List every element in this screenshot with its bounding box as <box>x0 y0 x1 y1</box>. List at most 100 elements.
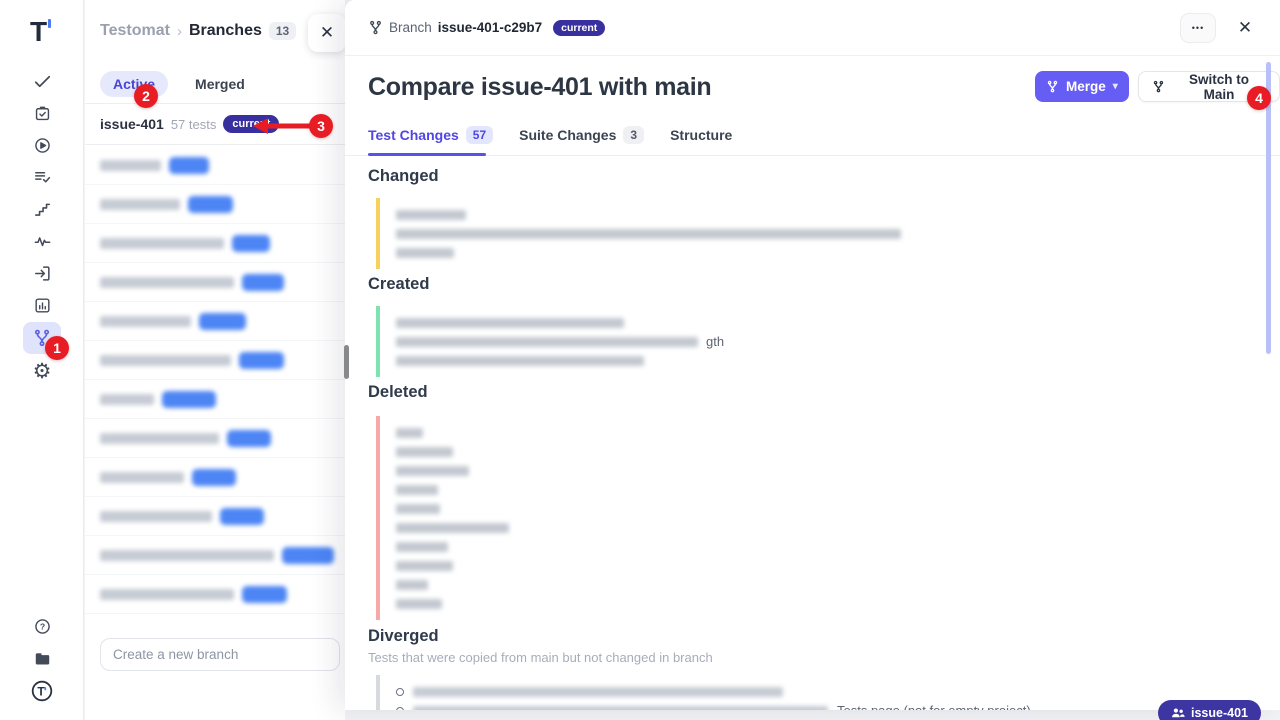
redacted-branch-name <box>100 159 161 171</box>
test-list-icon[interactable] <box>23 162 61 192</box>
branch-row-redacted[interactable] <box>85 146 345 185</box>
redacted-branch-badge <box>192 468 236 486</box>
app-logo: T <box>30 16 52 47</box>
branch-row-redacted[interactable] <box>85 263 345 302</box>
redacted-branch-badge <box>282 546 334 564</box>
tests-check-icon[interactable] <box>23 66 61 96</box>
breadcrumb-current: Branches <box>188 22 262 39</box>
runs-play-icon[interactable] <box>23 130 61 160</box>
redacted-branch-name <box>100 588 234 600</box>
section-title-diverged: Diverged <box>368 627 439 645</box>
redacted-text <box>396 465 469 476</box>
visible-text-fragment: gth <box>706 334 725 349</box>
breadcrumb-project[interactable]: Testomat <box>100 22 170 39</box>
analytics-icon[interactable] <box>23 290 61 320</box>
compare-panel: Branch issue-401-c29b7 current ••• ✕ Com… <box>345 0 1280 710</box>
tab-structure[interactable]: Structure <box>670 127 732 157</box>
redacted-branch-badge <box>220 507 264 525</box>
redacted-line <box>396 518 1076 537</box>
redacted-branch-badge <box>239 351 284 369</box>
branch-row-redacted[interactable] <box>85 224 345 263</box>
branch-row-redacted[interactable] <box>85 536 345 575</box>
diverged-section-block: Tests page (not for empty project) <box>376 675 1256 710</box>
annotation-2: 2 <box>134 84 158 108</box>
redacted-branch-name <box>100 354 231 366</box>
created-section-block: gth <box>376 306 1076 377</box>
current-badge: current <box>553 19 606 36</box>
redacted-text <box>396 579 428 590</box>
redacted-line <box>396 461 1076 480</box>
redacted-line <box>396 499 1076 518</box>
annotation-3: 3 <box>309 114 333 138</box>
redacted-text <box>396 446 453 457</box>
tab-suite-changes[interactable]: Suite Changes 3 <box>519 126 645 158</box>
redacted-text <box>396 541 448 552</box>
branch-row-redacted[interactable] <box>85 419 345 458</box>
breadcrumb: Testomat › Branches 13 <box>100 22 297 40</box>
redacted-line <box>396 205 1076 224</box>
compare-tabs: Test Changes 57 Suite Changes 3 Structur… <box>368 126 732 158</box>
tab-test-changes[interactable]: Test Changes 57 <box>368 126 494 158</box>
section-title-created: Created <box>368 275 430 293</box>
redacted-branch-badge <box>232 234 270 252</box>
diverged-subtitle: Tests that were copied from main but not… <box>368 650 713 665</box>
diverged-test-item[interactable]: Tests page (not for empty project) <box>396 701 1256 710</box>
redacted-branch-badge <box>227 429 271 447</box>
test-plan-icon[interactable] <box>23 98 61 128</box>
branch-row-redacted[interactable] <box>85 497 345 536</box>
annotation-1: 1 <box>45 336 69 360</box>
redacted-text <box>396 355 644 366</box>
breadcrumb-separator: › <box>176 22 182 40</box>
redacted-branch-name <box>100 315 191 327</box>
redacted-text <box>413 705 828 710</box>
redacted-line <box>396 537 1076 556</box>
help-icon[interactable]: ? <box>23 611 61 641</box>
settings-gear-icon[interactable]: ⚙ <box>23 356 61 386</box>
annotation-4: 4 <box>1247 86 1271 110</box>
docs-folder-icon[interactable] <box>23 643 61 673</box>
compare-scrollbar[interactable] <box>1266 62 1271 354</box>
branch-row-redacted[interactable] <box>85 302 345 341</box>
redacted-text <box>396 522 509 533</box>
branches-scrollbar[interactable] <box>344 345 349 379</box>
annotation-arrow <box>253 118 312 134</box>
redacted-branch-badge <box>169 156 209 174</box>
testomat-badge-icon[interactable]: T <box>23 676 61 706</box>
branch-row-redacted[interactable] <box>85 380 345 419</box>
branches-count-badge: 13 <box>268 22 297 40</box>
steps-icon[interactable] <box>23 194 61 224</box>
branch-row-redacted[interactable] <box>85 185 345 224</box>
branch-pill-label: issue-401 <box>1191 706 1248 720</box>
redacted-branch-badge <box>242 273 284 291</box>
compare-panel-header: Branch issue-401-c29b7 current ••• ✕ <box>345 0 1280 56</box>
bullet-circle-icon <box>396 706 404 710</box>
suite-changes-count: 3 <box>623 126 645 144</box>
more-actions-icon[interactable]: ••• <box>1180 12 1216 43</box>
branch-row-redacted[interactable] <box>85 341 345 380</box>
compare-close-icon[interactable]: ✕ <box>1230 13 1260 43</box>
deleted-section-block <box>376 416 1076 620</box>
branch-row-redacted[interactable] <box>85 575 345 614</box>
redacted-line <box>396 224 1076 243</box>
pulse-icon[interactable] <box>23 226 61 256</box>
redacted-branch-name <box>100 432 219 444</box>
merge-button[interactable]: Merge ▾ <box>1035 71 1129 102</box>
redacted-branch-name <box>100 471 184 483</box>
import-icon[interactable] <box>23 258 61 288</box>
tab-merged-branches[interactable]: Merged <box>182 71 258 97</box>
divider <box>85 103 345 104</box>
diverged-test-item[interactable] <box>396 682 1256 701</box>
branch-name: issue-401 <box>100 116 164 132</box>
current-branch-pill[interactable]: issue-401 <box>1158 700 1261 720</box>
merge-button-label: Merge <box>1066 79 1106 94</box>
switch-button-label: Switch to Main <box>1188 71 1249 102</box>
branch-row-redacted[interactable] <box>85 458 345 497</box>
branches-panel-close-icon[interactable]: ✕ <box>308 14 346 52</box>
create-branch-input[interactable] <box>100 638 340 671</box>
redacted-line <box>396 351 1076 370</box>
redacted-text <box>396 228 901 239</box>
divider <box>345 155 1280 156</box>
svg-text:?: ? <box>39 621 44 631</box>
redacted-line <box>396 442 1076 461</box>
